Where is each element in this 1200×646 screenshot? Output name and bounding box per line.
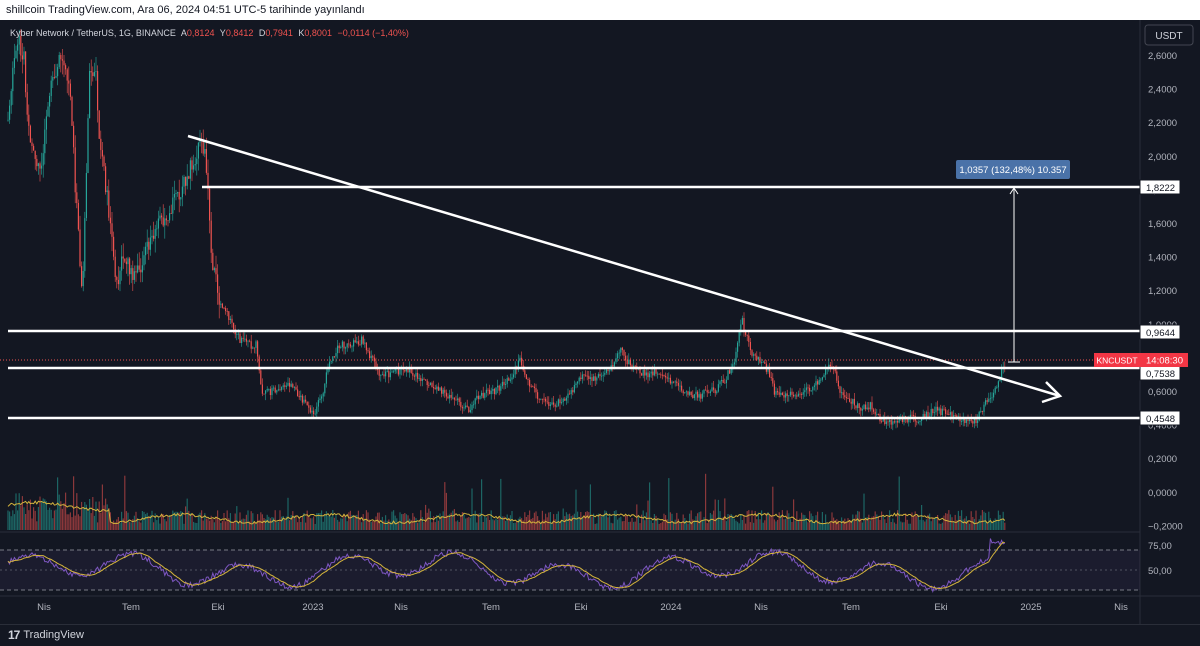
- level-label-2: 0,9644: [1146, 328, 1175, 339]
- price-axis-label: 0,2000: [1148, 454, 1177, 465]
- trendline[interactable]: [187, 134, 1061, 398]
- attribution-text: shillcoin TradingView.com, Ara 06, 2024 …: [6, 4, 365, 16]
- legend-high-label: Y: [220, 28, 226, 38]
- ticker-symbol: KNCUSDT: [1096, 356, 1137, 366]
- level-label-3: 0,7538: [1146, 369, 1175, 380]
- symbol-legend[interactable]: Kyber Network / TetherUS, 1G, BINANCE A0…: [10, 28, 409, 38]
- price-axis-label: 1,6000: [1148, 219, 1177, 230]
- tradingview-brand[interactable]: 17 TradingView: [8, 628, 84, 642]
- time-axis-label: Eki: [574, 602, 587, 613]
- level-label-box-1: [1139, 179, 1181, 195]
- price-axis-label: −0,2000: [1148, 521, 1183, 532]
- measure-label: 1,0357 (132,48%) 10.357: [959, 165, 1066, 176]
- measure-arrowhead: [1009, 187, 1019, 195]
- candles: [7, 29, 1006, 431]
- legend-close: 0,8001: [304, 28, 332, 38]
- ticker-countdown: 14:08:30: [1146, 356, 1183, 367]
- time-axis-label: 2024: [660, 602, 681, 613]
- chart-area[interactable]: 1,0357 (132,48%) 10.357 Kyber Network / …: [0, 20, 1200, 624]
- time-axis-label: Tem: [482, 602, 500, 613]
- time-axis-label: 2025: [1020, 602, 1041, 613]
- legend-close-label: K: [298, 28, 304, 38]
- price-axis-label: 2,2000: [1148, 118, 1177, 129]
- legend-low: 0,7941: [265, 28, 293, 38]
- time-axis-label: Nis: [754, 602, 768, 613]
- currency-button[interactable]: [1144, 24, 1194, 46]
- price-axis-label: 1,4000: [1148, 253, 1177, 264]
- legend-low-label: D: [259, 28, 266, 38]
- footer: 17 TradingView: [0, 624, 1200, 646]
- level-label-4: 0,4548: [1146, 414, 1175, 425]
- price-axis-label: 1,2000: [1148, 286, 1177, 297]
- measure-box: [956, 160, 1070, 179]
- currency-button-label: USDT: [1155, 31, 1182, 42]
- ticker-tag: KNCUSDT 14:08:30: [1094, 353, 1188, 367]
- time-axis-label: Nis: [1114, 602, 1128, 613]
- legend-open-label: A: [181, 28, 187, 38]
- time-axis-label: Tem: [122, 602, 140, 613]
- price-axis-label: 0,6000: [1148, 387, 1177, 398]
- legend-symbol: Kyber Network / TetherUS, 1G, BINANCE: [10, 28, 176, 38]
- time-axis-label: Nis: [37, 602, 51, 613]
- time-axis-label: Tem: [842, 602, 860, 613]
- price-axis-label: 0,4000: [1148, 421, 1177, 432]
- level-label-box-4: [1139, 410, 1181, 426]
- price-axis-label: 2,4000: [1148, 85, 1177, 96]
- trendline-arrowhead: [1041, 381, 1063, 404]
- legend-change: −0,0114 (−1,40%): [337, 28, 408, 38]
- ticker-countdown-box: [1140, 353, 1188, 367]
- rsi-axis-75: 75,00: [1148, 541, 1172, 552]
- rsi-ma-line: [7, 541, 1005, 590]
- tradingview-logo-icon: 17: [8, 628, 20, 642]
- time-axis-label: Nis: [394, 602, 408, 613]
- time-axis-label: Eki: [211, 602, 224, 613]
- attribution-bar: shillcoin TradingView.com, Ara 06, 2024 …: [0, 0, 1200, 20]
- time-axis-label: 2023: [302, 602, 323, 613]
- rsi-axis-50: 50,00: [1148, 566, 1172, 577]
- price-axis-label: 0,0000: [1148, 488, 1177, 499]
- chart-svg[interactable]: 1,0357 (132,48%) 10.357 Kyber Network / …: [0, 20, 1200, 624]
- level-label-box-2: [1139, 324, 1181, 340]
- time-axis-label: Eki: [934, 602, 947, 613]
- legend-text: Kyber Network / TetherUS, 1G, BINANCE A0…: [10, 28, 409, 38]
- volume-ma-line: [7, 500, 1006, 525]
- price-axis[interactable]: 2,60002,40002,20002,00001,80001,60001,40…: [1148, 51, 1183, 532]
- tradingview-brand-label: TradingView: [23, 629, 84, 641]
- legend-open: 0,8124: [187, 28, 215, 38]
- level-labels: 1,8222 0,9644 0,7538 0,4548: [1139, 179, 1181, 426]
- legend-high: 0,8412: [226, 28, 254, 38]
- time-axis[interactable]: Nis Tem Eki 2023 Nis Tem Eki 2024 Nis Tem Eki 2025 N…: [37, 602, 1128, 613]
- price-axis-label: 2,6000: [1148, 51, 1177, 62]
- price-axis-label: 2,0000: [1148, 152, 1177, 163]
- level-label-1: 1,8222: [1146, 183, 1175, 194]
- rsi-line: [7, 538, 1006, 594]
- ticker-symbol-box: [1094, 353, 1140, 367]
- volume-bars: [7, 473, 1006, 530]
